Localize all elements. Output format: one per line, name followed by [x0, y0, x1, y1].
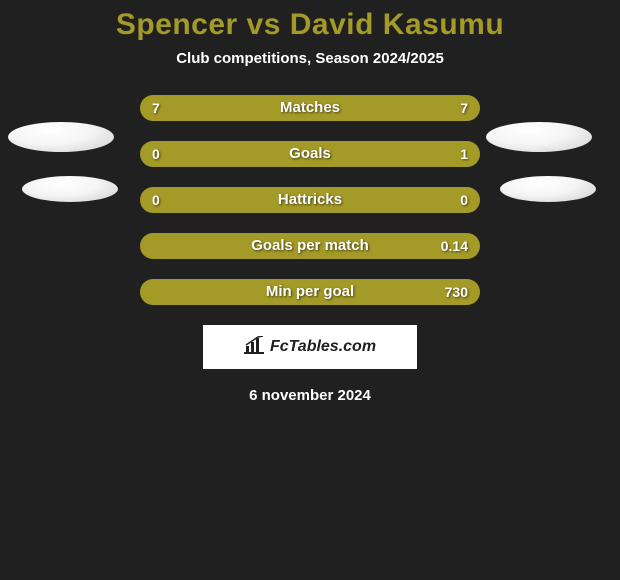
stat-value-right: 0.14 — [441, 233, 468, 259]
stat-value-right: 7 — [460, 95, 468, 121]
stat-row-hattricks: 0 Hattricks 0 — [140, 187, 480, 213]
date-line: 6 november 2024 — [0, 387, 620, 404]
logo-text: FcTables.com — [270, 338, 376, 356]
stat-value-right: 1 — [460, 141, 468, 167]
stats-area: 7 Matches 7 0 Goals 1 0 Hattricks 0 Goal… — [0, 95, 620, 305]
page-title: Spencer vs David Kasumu — [0, 0, 620, 42]
stat-label: Goals per match — [140, 233, 480, 259]
stat-label: Matches — [140, 95, 480, 121]
stat-label: Min per goal — [140, 279, 480, 305]
stat-row-goals-per-match: Goals per match 0.14 — [140, 233, 480, 259]
stat-row-goals: 0 Goals 1 — [140, 141, 480, 167]
chart-icon — [244, 336, 264, 359]
stat-value-right: 730 — [445, 279, 468, 305]
stat-row-matches: 7 Matches 7 — [140, 95, 480, 121]
stat-label: Hattricks — [140, 187, 480, 213]
stat-label: Goals — [140, 141, 480, 167]
stat-row-min-per-goal: Min per goal 730 — [140, 279, 480, 305]
page-subtitle: Club competitions, Season 2024/2025 — [0, 50, 620, 67]
logo-box: FcTables.com — [203, 325, 417, 369]
infographic-container: Spencer vs David Kasumu Club competition… — [0, 0, 620, 580]
logo-inner: FcTables.com — [244, 336, 376, 359]
stat-value-right: 0 — [460, 187, 468, 213]
